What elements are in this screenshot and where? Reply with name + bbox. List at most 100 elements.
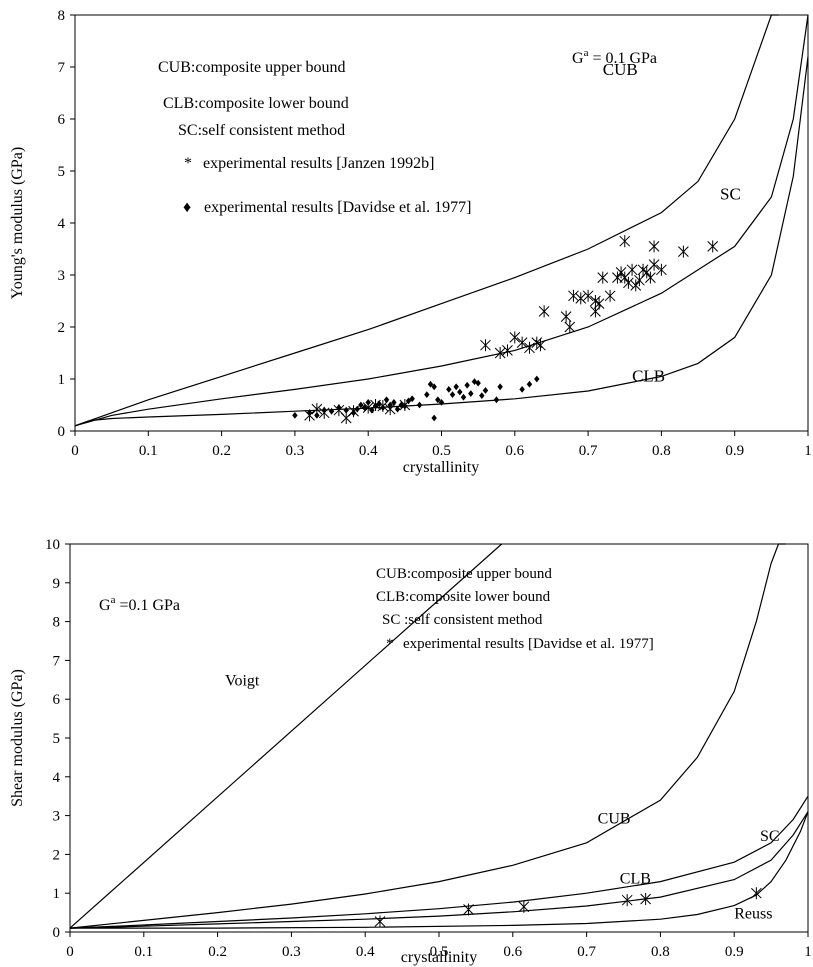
- curve-label-reuss: Reuss: [734, 905, 772, 922]
- davidse-point: [358, 401, 364, 409]
- janzen-point: [494, 347, 506, 359]
- davidse-point: [336, 404, 342, 411]
- davidse-point: [457, 388, 463, 396]
- series-voigt-line: [69, 543, 503, 929]
- curve-labels: CUB SC CLB: [603, 60, 741, 386]
- janzen-point: [678, 245, 689, 258]
- y-axis-title: Young's modulus (GPa): [9, 147, 26, 299]
- x-tick-label: 0.2: [208, 944, 227, 960]
- davidse-point: [409, 395, 415, 403]
- davidse-point: [292, 412, 298, 419]
- x-tick-label: 0.9: [725, 443, 744, 459]
- davidse-point: [468, 390, 474, 397]
- davidse-point: [369, 406, 375, 414]
- legend-line-janzen: experimental results [Janzen 1992b]: [203, 155, 434, 172]
- janzen-point: [568, 289, 579, 302]
- davidse-point: [479, 392, 485, 400]
- series-sc-line: [69, 795, 809, 929]
- davidse-point: [464, 381, 470, 389]
- janzen-point: [648, 240, 660, 253]
- davidse-point: [519, 386, 525, 393]
- legend-line-davidse: experimental results [Davidse et al. 197…: [403, 636, 654, 652]
- janzen-point: [516, 336, 528, 349]
- y-tick-label: 5: [53, 731, 61, 747]
- davidse-point: [387, 401, 393, 409]
- janzen-point: [538, 305, 550, 318]
- x-tick-label: 0.9: [725, 944, 744, 960]
- janzen-point: [524, 341, 535, 354]
- janzen-point: [597, 271, 609, 284]
- series-reuss-line: [70, 811, 809, 929]
- davidse-point: [376, 400, 382, 408]
- x-axis-title: crystallinity: [403, 459, 479, 476]
- davidse-point: [416, 401, 423, 409]
- davidse-point: [750, 887, 762, 900]
- legend-line-cub: CUB:composite upper bound: [158, 59, 346, 76]
- davidse-point: [354, 405, 360, 413]
- davidse-point: [518, 900, 530, 913]
- y-tick-label: 9: [53, 576, 61, 592]
- janzen-point: [619, 271, 631, 284]
- scatter-points: [292, 235, 719, 424]
- series-clb-line: [74, 56, 809, 427]
- y-tick-label: 7: [58, 60, 66, 76]
- x-axis-title: crystallinity: [401, 949, 477, 966]
- series-cub-line: [69, 543, 786, 929]
- davidse-point: [475, 379, 481, 387]
- davidse-point: [391, 399, 397, 406]
- curve-label-sc: SC: [760, 828, 780, 845]
- davidse-point: [534, 375, 540, 383]
- curves: [74, 14, 809, 427]
- davidse-point: [463, 903, 474, 916]
- davidse-point: [482, 387, 489, 394]
- davidse-point: [471, 378, 478, 385]
- davidse-point: [460, 393, 467, 401]
- janzen-point: [502, 344, 513, 357]
- x-tick-label: 0: [71, 443, 79, 459]
- y-tick-labels: 0 1 2 3 4 5 6 7 8 9 10: [45, 537, 70, 941]
- davidse-point: [380, 404, 386, 411]
- janzen-point: [645, 271, 656, 284]
- x-tick-labels: 0 0.1 0.2 0.3 0.4 0.5 0.6 0.7 0.8 0.9 1: [71, 431, 812, 459]
- davidse-point: [431, 383, 437, 391]
- legend-line-clb: CLB:composite lower bound: [376, 589, 551, 605]
- janzen-point: [590, 295, 601, 307]
- janzen-point: [535, 339, 546, 352]
- modulus-label: Ga =0.1 GPa: [99, 594, 180, 614]
- y-tick-label: 8: [53, 615, 61, 631]
- janzen-point: [509, 331, 521, 344]
- y-tick-label: 2: [58, 320, 66, 336]
- davidse-point: [350, 409, 357, 417]
- legend-line-sc: SC :self consistent method: [382, 612, 543, 628]
- janzen-point: [619, 235, 631, 248]
- davidse-point: [328, 407, 335, 415]
- y-tick-label: 4: [53, 770, 61, 786]
- x-tick-label: 0.4: [359, 443, 378, 459]
- davidse-point: [449, 391, 456, 398]
- davidse-point: [424, 391, 430, 398]
- x-tick-label: 0.7: [577, 944, 596, 960]
- legend-line-sc: SC:self consistent method: [178, 122, 345, 139]
- janzen-point: [656, 263, 667, 276]
- y-tick-label: 4: [58, 216, 66, 232]
- y-tick-label: 10: [45, 537, 60, 553]
- janzen-point: [340, 412, 352, 424]
- janzen-point: [480, 339, 491, 352]
- davidse-point: [438, 399, 445, 406]
- youngs-modulus-chart: 0 0.1 0.2 0.3 0.4 0.5 0.6 0.7 0.8 0.9 1 012345678 …: [9, 8, 812, 476]
- davidse-point: [402, 402, 408, 410]
- curve-label-clb: CLB: [632, 367, 665, 386]
- x-tick-label: 0.3: [282, 944, 301, 960]
- legend-line-davidse: experimental results [Davidse et al. 197…: [204, 199, 471, 216]
- x-tick-label: 0.5: [430, 944, 449, 960]
- davidse-point: [343, 406, 349, 414]
- davidse-point: [446, 386, 452, 393]
- y-tick-label: 6: [53, 692, 61, 708]
- x-tick-label: 0.6: [505, 443, 524, 459]
- curves: [69, 543, 809, 929]
- modulus-label: Ga = 0.1 GPa: [572, 47, 657, 67]
- davidse-point: [314, 412, 320, 419]
- y-tick-label: 3: [53, 809, 61, 825]
- y-tick-label: 8: [58, 8, 66, 24]
